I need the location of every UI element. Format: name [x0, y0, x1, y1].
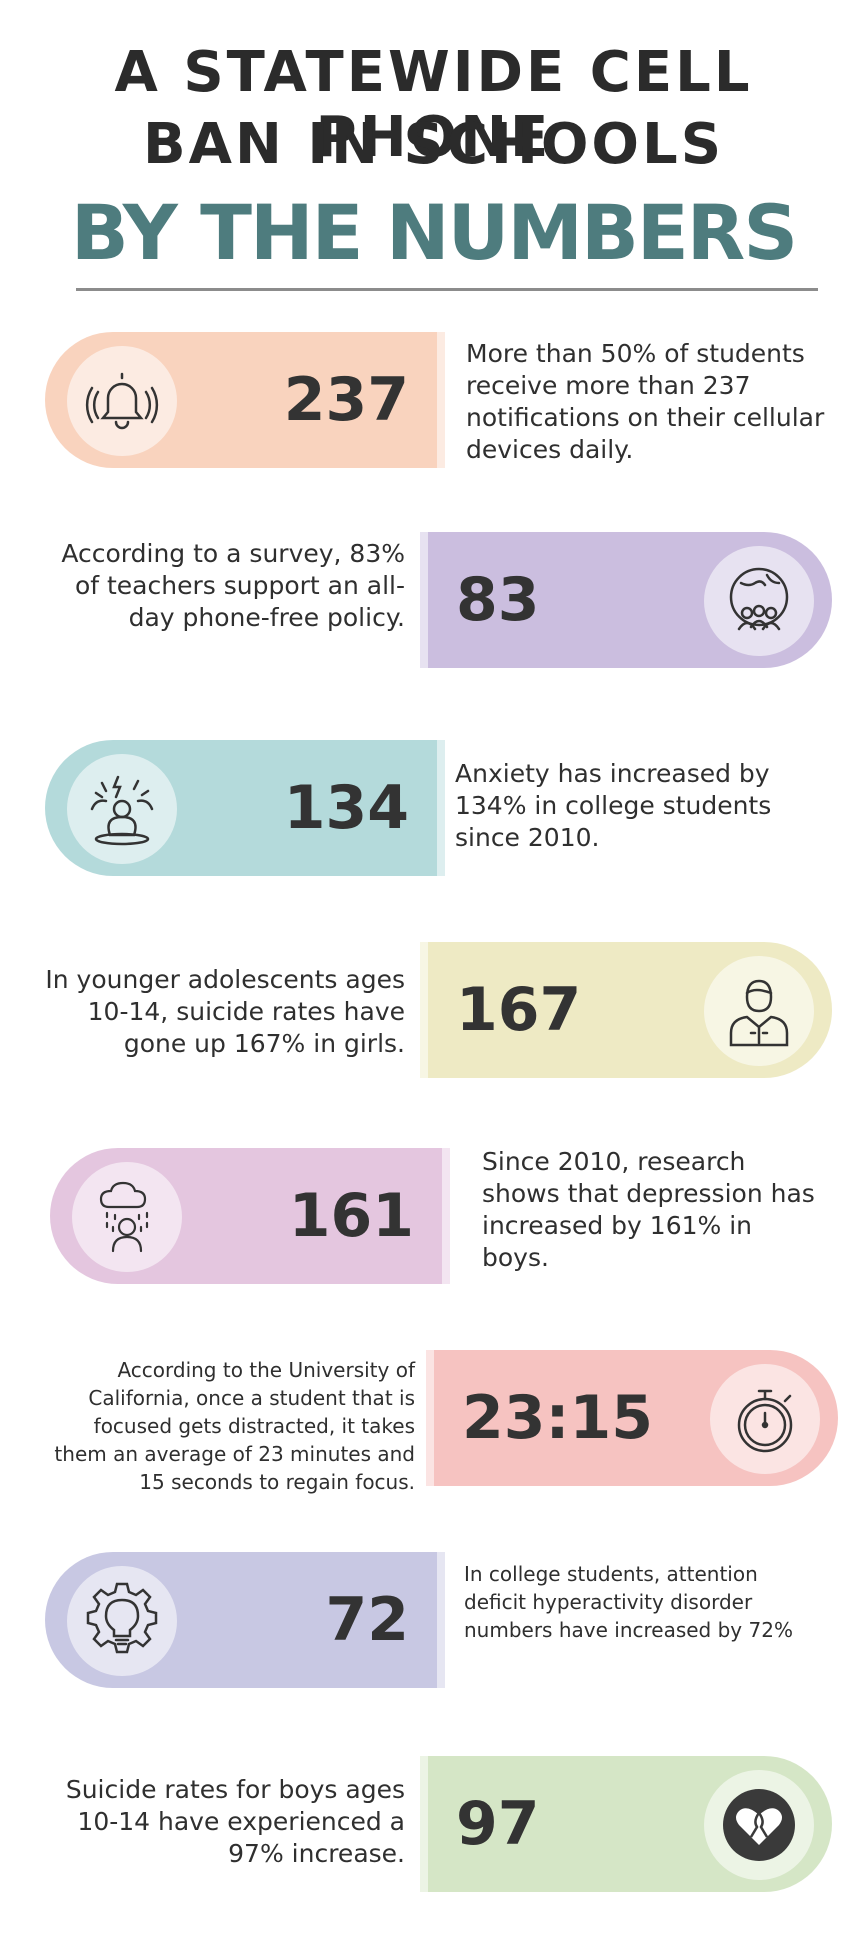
stat-number: 83 [456, 565, 540, 635]
stat-description: Since 2010, research shows that depressi… [482, 1147, 815, 1272]
person-icon [704, 956, 814, 1066]
title-by-the-numbers: BY THE NUMBERS [70, 188, 798, 277]
stat-description: According to the University of Californi… [54, 1358, 415, 1494]
bell-ringing-icon [67, 346, 177, 456]
stat-pill-2315: 23:15 [426, 1350, 838, 1486]
stat-description: In college students, attention deficit h… [464, 1562, 793, 1642]
globe-people-icon [704, 546, 814, 656]
lightbulb-gear-icon [67, 1566, 177, 1676]
stat-number: 23:15 [462, 1383, 653, 1453]
stat-number: 237 [283, 365, 409, 435]
stat-number: 97 [456, 1789, 540, 1859]
stat-description: According to a survey, 83% of teachers s… [61, 539, 405, 632]
stat-pill-72: 72 [45, 1552, 445, 1688]
stat-pill-167: 167 [420, 942, 832, 1078]
stat-description: Anxiety has increased by 134% in college… [455, 759, 772, 852]
stat-number: 134 [283, 773, 409, 843]
stat-pill-161: 161 [50, 1148, 450, 1284]
stat-description: Suicide rates for boys ages 10-14 have e… [65, 1775, 405, 1868]
title-line-2: BAN IN SCHOOLS [142, 112, 725, 177]
stat-pill-97: 97 [420, 1756, 832, 1892]
stat-number: 161 [288, 1181, 414, 1251]
title-line-1: A STATEWIDE CELL PHONE [114, 40, 753, 170]
stopwatch-icon [710, 1364, 820, 1474]
heart-ribbon-icon [704, 1770, 814, 1880]
stat-pill-83: 83 [420, 532, 832, 668]
anxious-person-icon [67, 754, 177, 864]
stat-pill-134: 134 [45, 740, 445, 876]
stat-number: 167 [456, 975, 582, 1045]
rain-cloud-person-icon [72, 1162, 182, 1272]
stat-number: 72 [325, 1585, 410, 1655]
stat-description: In younger adolescents ages 10-14, suici… [45, 965, 405, 1058]
stat-description: More than 50% of students receive more t… [466, 339, 825, 464]
stat-pill-237: 237 [45, 332, 445, 468]
title-divider [76, 288, 818, 291]
